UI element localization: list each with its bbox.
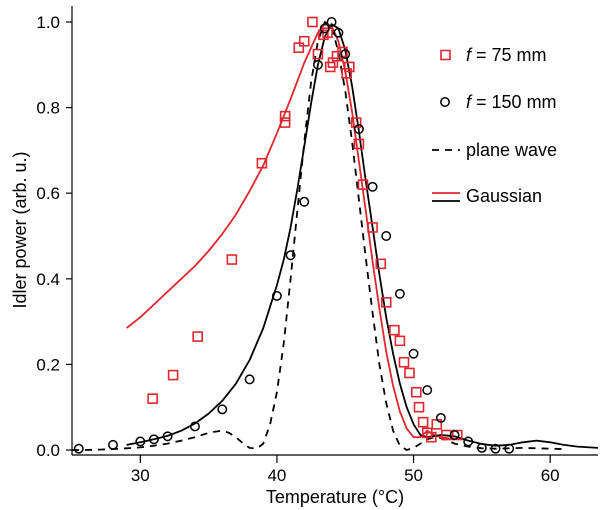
- y-tick-label: 0.4: [36, 270, 60, 289]
- data-point-f75: [367, 222, 378, 233]
- data-point-f150: [422, 385, 433, 396]
- data-point-f150: [394, 288, 405, 299]
- legend-label-rest: = 75 mm: [471, 45, 547, 65]
- data-point-f150: [463, 436, 474, 447]
- data-point-f150: [367, 181, 378, 192]
- data-point-f75: [307, 16, 318, 28]
- data-point-f75: [147, 393, 158, 404]
- data-point-f75: [344, 61, 355, 73]
- legend-label: Gaussian: [466, 186, 542, 206]
- data-point-f150: [108, 439, 118, 450]
- data-point-f150: [244, 374, 255, 385]
- data-point-f150: [135, 436, 146, 447]
- data-point-f75: [279, 110, 291, 122]
- data-point-f75: [298, 35, 310, 47]
- data-point-f75: [375, 258, 387, 270]
- data-point-f75: [337, 46, 348, 58]
- data-point-f75: [293, 42, 305, 53]
- y-tick-label: 0.0: [36, 441, 60, 460]
- data-point-f75: [426, 431, 437, 443]
- data-point-f150: [340, 49, 351, 60]
- data-point-f150: [299, 196, 310, 207]
- legend-symbol-circle: [440, 97, 450, 107]
- data-point-f150: [73, 443, 84, 454]
- x-axis-label: Temperature (°C): [266, 487, 404, 507]
- y-axis-ticks: 0.0 0.2 0.4 0.6 0.8 1.0: [36, 13, 72, 460]
- data-point-f150: [162, 431, 173, 442]
- data-point-f150: [333, 27, 344, 38]
- x-tick-label: 50: [404, 466, 423, 485]
- data-point-f75: [167, 369, 179, 381]
- y-tick-label: 0.8: [36, 99, 60, 118]
- data-point-f75: [431, 419, 443, 430]
- data-point-f150: [285, 250, 296, 261]
- y-tick-label: 0.6: [36, 184, 60, 203]
- data-point-f75: [226, 254, 238, 265]
- x-tick-label: 30: [131, 466, 150, 485]
- data-point-f75: [279, 117, 291, 128]
- data-point-f150: [353, 124, 364, 134]
- x-tick-label: 40: [267, 466, 286, 485]
- data-point-f150: [490, 443, 501, 454]
- legend-label-rest: = 150 mm: [471, 92, 557, 112]
- y-tick-label: 0.2: [36, 355, 60, 374]
- data-point-f75: [389, 324, 400, 336]
- data-point-f150: [217, 404, 228, 415]
- series-line-gaussian-f-150-mm: [126, 23, 599, 449]
- data-point-f75: [410, 386, 422, 398]
- data-point-f75: [341, 68, 352, 79]
- data-point-f75: [404, 367, 415, 379]
- series-lines: [72, 21, 599, 451]
- data-point-f150: [408, 348, 419, 359]
- data-point-f150: [190, 421, 200, 432]
- legend-label: f = 150 mm: [466, 92, 557, 112]
- data-point-f75: [417, 416, 429, 428]
- legend-label-italic: f: [466, 92, 473, 112]
- data-point-f150: [504, 443, 515, 454]
- x-tick-label: 60: [541, 466, 560, 485]
- y-axis-label: Idler power (arb. u.): [10, 151, 30, 308]
- data-point-f75: [380, 297, 392, 308]
- data-point-f150: [149, 434, 159, 445]
- data-point-f150: [271, 290, 282, 301]
- y-tick-label: 1.0: [36, 13, 60, 32]
- legend-label: f = 75 mm: [466, 45, 547, 65]
- data-point-f75: [192, 331, 203, 342]
- data-point-f150: [326, 17, 337, 27]
- data-point-f75: [451, 429, 463, 441]
- series-line-plane-wave: [72, 21, 564, 451]
- x-axis-ticks: 30 40 50 60: [131, 455, 560, 485]
- series-markers: [73, 16, 515, 454]
- legend-label: plane wave: [466, 140, 557, 160]
- plot-frame: [71, 6, 598, 456]
- data-point-f150: [435, 412, 446, 423]
- data-point-f150: [319, 23, 330, 34]
- data-point-f75: [350, 117, 362, 128]
- data-point-f75: [357, 179, 369, 190]
- data-point-f150: [381, 231, 392, 241]
- legend-symbol-square: [440, 49, 451, 61]
- data-point-f150: [312, 59, 323, 70]
- data-point-f75: [394, 335, 406, 347]
- data-point-f75: [413, 401, 425, 413]
- data-point-f150: [476, 442, 487, 453]
- legend-label-italic: f: [466, 45, 473, 65]
- data-point-f150: [449, 430, 460, 440]
- data-point-f75: [256, 157, 268, 169]
- data-point-f75: [398, 356, 410, 368]
- data-point-f75: [312, 48, 324, 60]
- data-point-f75: [353, 138, 365, 150]
